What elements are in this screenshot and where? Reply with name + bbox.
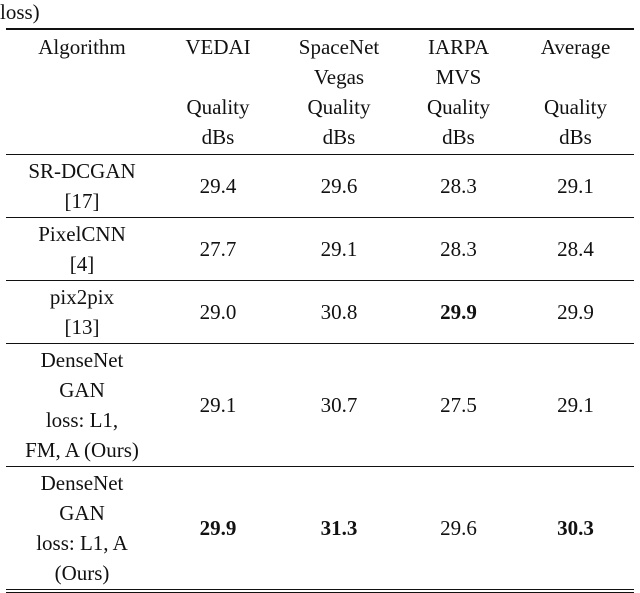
table-row: DenseNet GAN loss: L1, A (Ours) 29.9 31.3 29.6… bbox=[6, 466, 634, 589]
column-header-line: Vegas bbox=[313, 64, 365, 89]
value-cell: 27.5 bbox=[440, 392, 477, 417]
column-header-line: Quality bbox=[427, 94, 490, 119]
column-header-line bbox=[6, 92, 158, 122]
algorithm-cell: DenseNet GAN loss: L1, FM, A (Ours) bbox=[6, 343, 158, 466]
column-header-line: Quality bbox=[307, 94, 371, 119]
column-header-line bbox=[517, 62, 634, 92]
value-cell: 29.4 bbox=[199, 173, 237, 198]
table-row: SR-DCGAN [17] 29.4 29.6 28.3 29.1 bbox=[6, 154, 634, 217]
results-grid: Algorithm VEDAI Quality dBs SpaceNet Vegas Qua… bbox=[6, 30, 634, 589]
table-body: SR-DCGAN [17] 29.4 29.6 28.3 29.1 PixelCNN [4] 2… bbox=[6, 154, 634, 589]
value-cell: 29.9 bbox=[557, 299, 594, 324]
table-row: pix2pix [13] 29.0 30.8 29.9 29.9 bbox=[6, 280, 634, 343]
table-row: DenseNet GAN loss: L1, FM, A (Ours) 29.1 30.7… bbox=[6, 343, 634, 466]
algorithm-line: pix2pix bbox=[49, 284, 115, 309]
table-row: PixelCNN [4] 27.7 29.1 28.3 28.4 bbox=[6, 217, 634, 280]
algorithm-line: loss: L1, A bbox=[36, 530, 128, 555]
value-cell: 29.9 bbox=[199, 515, 237, 540]
algorithm-line: DenseNet bbox=[40, 470, 124, 495]
value-cell: 28.3 bbox=[440, 173, 477, 198]
column-header: Average Quality dBs bbox=[517, 30, 634, 155]
value-cell: 29.1 bbox=[557, 173, 594, 198]
value-cell: 31.3 bbox=[320, 515, 358, 540]
column-header-line bbox=[6, 122, 158, 152]
value-cell: 29.1 bbox=[557, 392, 594, 417]
value-cell: 30.3 bbox=[557, 515, 594, 540]
algorithm-cell: PixelCNN [4] bbox=[6, 217, 158, 280]
algorithm-line: loss: L1, bbox=[45, 407, 119, 432]
value-cell: 29.1 bbox=[199, 392, 237, 417]
algorithm-line: [17] bbox=[64, 188, 100, 213]
header-row: Algorithm VEDAI Quality dBs SpaceNet Vegas Qua… bbox=[6, 30, 634, 155]
value-cell: 29.9 bbox=[440, 299, 477, 324]
value-cell: 29.6 bbox=[320, 173, 358, 198]
column-header-line: dBs bbox=[559, 124, 592, 149]
value-cell: 30.8 bbox=[320, 299, 358, 324]
column-header-line: SpaceNet bbox=[298, 34, 380, 59]
column-header-line: Quality bbox=[186, 94, 250, 119]
column-header-line bbox=[158, 62, 278, 92]
top-rule bbox=[6, 28, 634, 30]
column-header-line: dBs bbox=[322, 124, 356, 149]
algorithm-cell: pix2pix [13] bbox=[6, 280, 158, 343]
table-caption-tail: loss) bbox=[0, 0, 40, 24]
column-header: IARPA MVS Quality dBs bbox=[400, 30, 517, 155]
value-cell: 27.7 bbox=[199, 236, 237, 261]
algorithm-line: GAN bbox=[59, 377, 105, 402]
column-header-line: Average bbox=[540, 34, 611, 59]
column-header: SpaceNet Vegas Quality dBs bbox=[278, 30, 400, 155]
results-table: Algorithm VEDAI Quality dBs SpaceNet Vegas Qua… bbox=[6, 28, 634, 593]
column-header: Algorithm bbox=[6, 30, 158, 155]
algorithm-line: PixelCNN bbox=[38, 221, 126, 246]
column-header: VEDAI Quality dBs bbox=[158, 30, 278, 155]
column-header-line: dBs bbox=[201, 124, 235, 149]
algorithm-cell: SR-DCGAN [17] bbox=[6, 154, 158, 217]
column-header-line: Algorithm bbox=[38, 34, 126, 59]
column-header-line bbox=[6, 62, 158, 92]
column-header-line: Quality bbox=[544, 94, 607, 119]
value-cell: 30.7 bbox=[320, 392, 358, 417]
algorithm-cell: DenseNet GAN loss: L1, A (Ours) bbox=[6, 466, 158, 589]
column-header-line: IARPA bbox=[427, 34, 490, 59]
bottom-rule bbox=[6, 588, 634, 590]
algorithm-line: (Ours) bbox=[54, 560, 110, 585]
algorithm-line: [13] bbox=[64, 314, 100, 339]
algorithm-line: SR-DCGAN bbox=[28, 158, 136, 183]
algorithm-line: FM, A (Ours) bbox=[25, 437, 139, 462]
value-cell: 28.3 bbox=[440, 236, 477, 261]
algorithm-line: [4] bbox=[69, 251, 95, 276]
column-header-line: MVS bbox=[435, 64, 482, 89]
value-cell: 28.4 bbox=[557, 236, 594, 261]
value-cell: 29.0 bbox=[199, 299, 237, 324]
algorithm-line: DenseNet bbox=[40, 347, 124, 372]
value-cell: 29.6 bbox=[440, 515, 477, 540]
value-cell: 29.1 bbox=[320, 236, 358, 261]
column-header-line: VEDAI bbox=[185, 34, 251, 59]
algorithm-line: GAN bbox=[59, 500, 105, 525]
column-header-line: dBs bbox=[442, 124, 475, 149]
